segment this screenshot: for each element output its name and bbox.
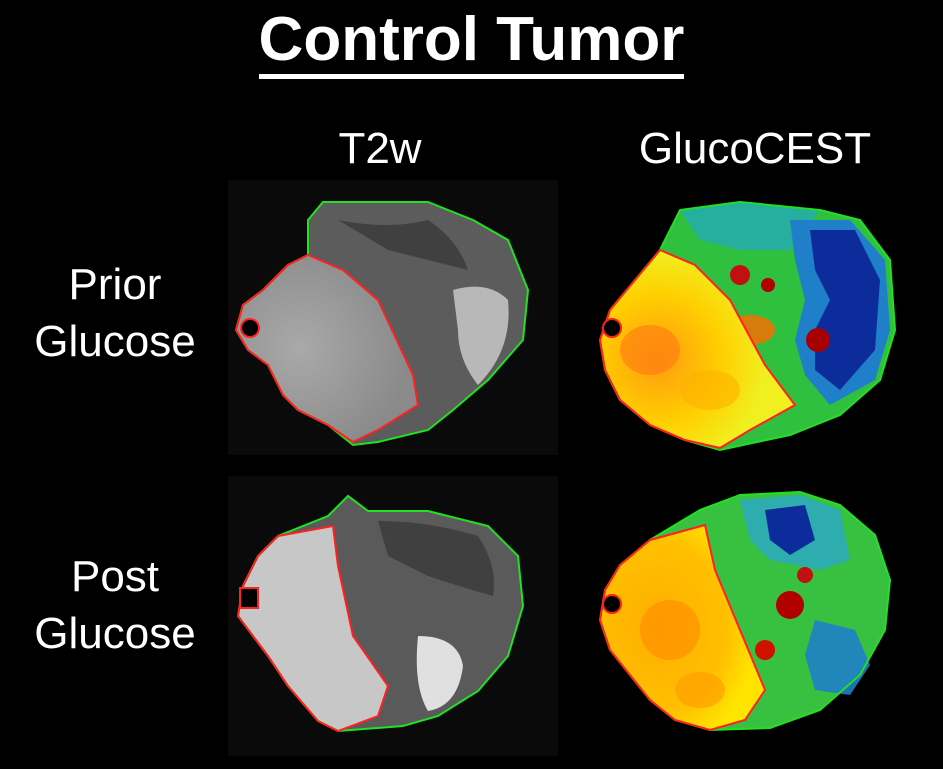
row-label-line: Glucose <box>34 609 196 658</box>
row-label-line: Prior <box>68 260 162 309</box>
row-label-line: Post <box>70 552 160 601</box>
tumor-inner-region <box>236 255 418 442</box>
glucocest-prior-map <box>590 190 900 455</box>
t2w-prior-image <box>228 180 558 455</box>
row-label-line: Glucose <box>34 317 196 366</box>
figure-title: Control Tumor <box>0 4 943 79</box>
row-label-post-glucose: Post Glucose <box>10 548 220 662</box>
column-header-t2w: T2w <box>338 124 422 173</box>
glucocest-post-map <box>590 480 900 750</box>
row-label-prior-glucose: Prior Glucose <box>10 256 220 370</box>
t2w-post-image <box>228 476 558 756</box>
column-header-glucocest: GlucoCEST <box>638 124 872 173</box>
